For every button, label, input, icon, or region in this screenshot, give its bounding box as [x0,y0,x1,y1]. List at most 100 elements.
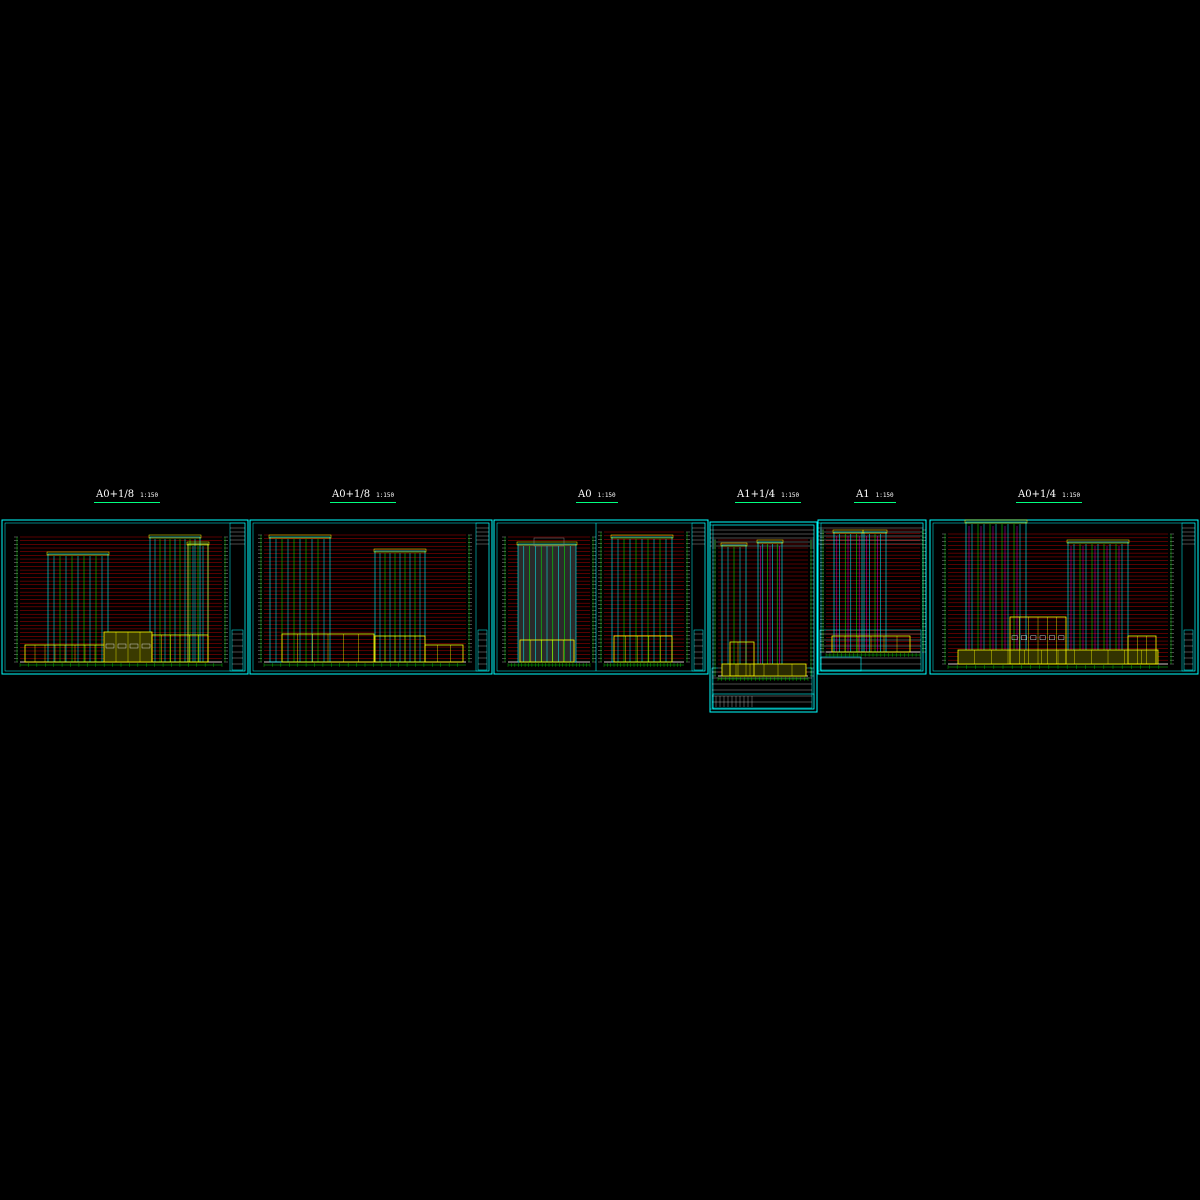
podium [519,639,575,663]
roof-parapet [862,529,888,534]
title-block-stamp [477,629,488,671]
sheet-title-4: A1+1/4 1:150 [735,489,802,503]
sheet-scale: 1:150 [781,492,800,499]
roof-parapet [832,529,864,534]
tower [720,542,748,677]
podium-outline [729,641,755,677]
sheet-border [493,519,709,675]
title-underline [330,502,397,503]
sheet-title-6: A0+1/4 1:150 [1016,489,1083,503]
title-block-stamp [231,629,244,671]
podium [1127,635,1157,665]
podium [613,635,673,663]
title-block [1181,522,1196,672]
sheet-scale: 1:150 [140,492,159,499]
tower [1066,539,1130,665]
title-block-stamp [693,629,704,671]
roof-parapet [268,534,332,539]
title-block-stamp [1183,629,1194,671]
roof-parapet [1066,539,1130,544]
title-underline [576,502,618,503]
tower [46,551,110,663]
sheet-inner-border [820,522,924,672]
sheet-frame-1 [1,519,249,675]
sheet-frame-4 [709,521,818,713]
sheet-border [709,521,818,713]
roof-parapet [964,519,1028,524]
tower [832,529,864,653]
tower [862,529,888,653]
tower [756,539,784,677]
podium-window [1049,635,1055,640]
sheet-border [929,519,1199,675]
podium-outline [1127,635,1157,665]
roof-parapet [516,541,578,546]
roof-parapet [756,539,784,544]
roof-parapet [148,534,202,539]
tower [516,541,578,663]
podium [151,634,209,663]
podium [281,633,375,663]
sheet-format: A1 [856,489,870,500]
roof-parapet [610,534,674,539]
title-block [709,524,815,710]
title-underline [1016,502,1083,503]
sheet-scale: 1:150 [875,492,894,499]
podium-window [129,643,139,649]
sheet-title-1: A0+1/8 1:150 [94,489,161,503]
sheet-title-5: A1 1:150 [854,489,896,503]
sheet-format: A0 [578,489,592,500]
podium-window [1011,635,1018,640]
podium [24,644,106,663]
podium [831,635,911,653]
podium [729,641,755,677]
podium-window [1021,635,1027,640]
podium-window [105,643,115,649]
sheet-scale: 1:150 [376,492,395,499]
tower [964,519,1028,665]
sheet-border [1,519,249,675]
podium [721,663,807,677]
podium [424,644,464,663]
sheet-frame-6 [929,519,1199,675]
title-block-bottom [712,693,815,710]
sheet-scale: 1:150 [1062,492,1081,499]
sheet-frame-2 [249,519,493,675]
title-block-bottom [820,656,862,672]
podium-window [1058,635,1065,640]
podium [103,631,153,663]
podium-outline [424,644,464,663]
title-underline [94,502,161,503]
roof-parapet [186,541,210,546]
roof-parapet [46,551,110,556]
tower [373,548,427,663]
podium-outline [613,635,673,663]
sheet-format: A0+1/8 [332,489,371,500]
title-block-stamp [819,629,922,671]
podium-window [1030,635,1037,640]
podium [1009,616,1067,665]
title-underline [854,502,896,503]
podium-window [1039,635,1046,640]
roof-parapet [720,542,748,547]
tower [186,541,210,663]
sheet-scale: 1:150 [597,492,616,499]
sheet-frame-5 [817,519,927,675]
podium-window [117,643,127,649]
sheet-inner-border [252,522,490,672]
sheet-frame-3 [493,519,709,675]
sheet-title-3: A0 1:150 [576,489,618,503]
title-underline [735,502,802,503]
title-block [475,522,490,672]
sheet-format: A1+1/4 [737,489,776,500]
podium-window [141,643,151,649]
podium-outline [519,639,575,663]
sheet-format: A0+1/4 [1018,489,1057,500]
sheet-format: A0+1/8 [96,489,135,500]
roof-parapet [373,548,427,553]
sheet-border [249,519,493,675]
sheet-title-2: A0+1/8 1:150 [330,489,397,503]
title-block [691,522,706,672]
title-block [229,522,246,672]
